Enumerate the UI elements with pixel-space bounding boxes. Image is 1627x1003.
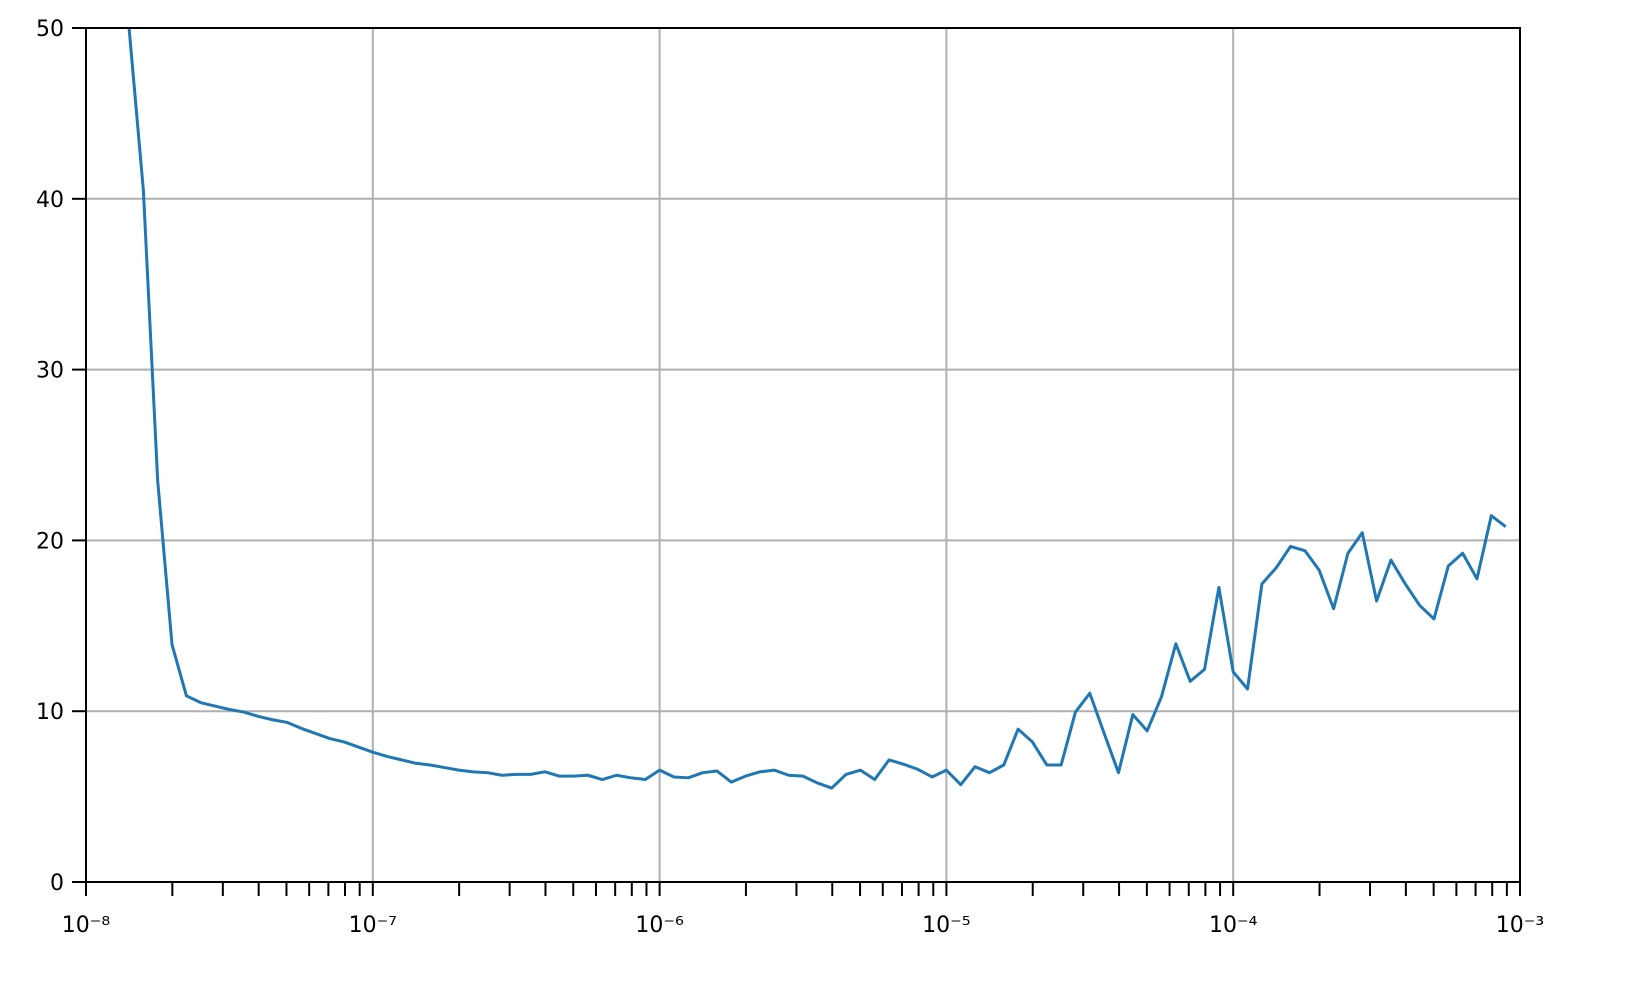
axes: 0 10 20 30 40 50 10⁻⁸ 10⁻⁷ 10⁻⁶ 10⁻⁵ 10⁻⁴ 10⁻³: [36, 17, 1544, 938]
grid: [85, 27, 1521, 883]
x-tick-label: 10⁻⁵: [922, 913, 970, 938]
plot-area: [127, 28, 1507, 790]
x-tick-label: 10⁻³: [1496, 913, 1544, 938]
y-tick-label: 40: [36, 188, 64, 213]
y-tick-label: 0: [50, 871, 64, 896]
x-tick-label: 10⁻⁶: [635, 913, 684, 938]
y-tick-label: 10: [36, 700, 64, 725]
y-tick-label: 30: [36, 359, 64, 384]
x-tick-label: 10⁻⁸: [62, 913, 111, 938]
y-tick-label: 50: [36, 17, 64, 42]
x-tick-label: 10⁻⁴: [1209, 913, 1258, 938]
loss-line: [127, 28, 1507, 790]
x-tick-label: 10⁻⁷: [349, 913, 397, 938]
y-tick-label: 20: [36, 529, 64, 554]
plot-frame: [85, 27, 1521, 883]
